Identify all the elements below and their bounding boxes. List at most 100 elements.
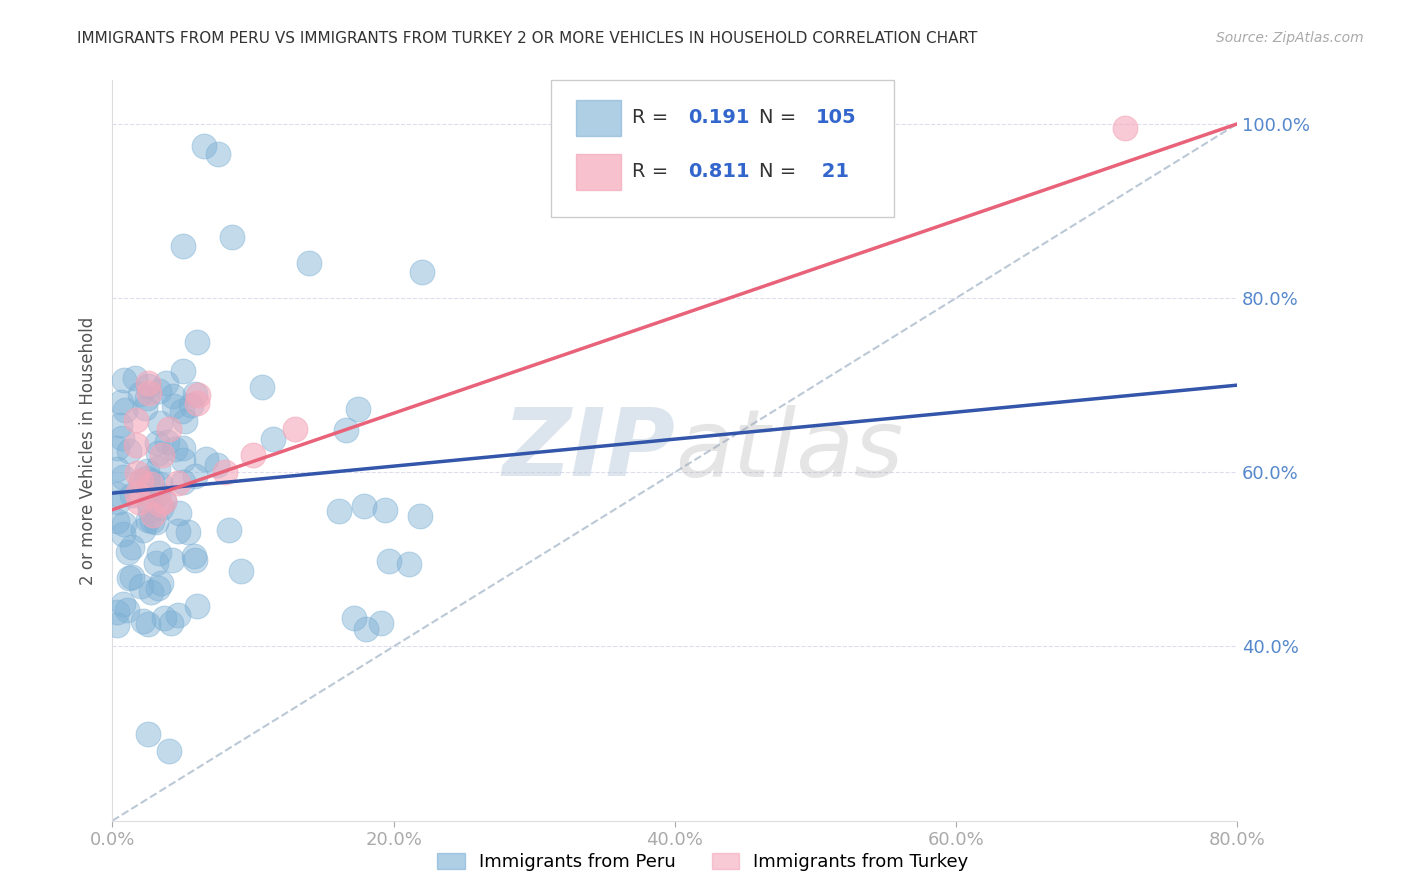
Point [172,441,194,455]
Point [398,557,420,571]
Point [176,524,198,539]
Point [157,744,180,758]
Point [146,581,169,595]
Point [105,618,128,632]
Text: 21: 21 [815,161,849,181]
Point [141,514,163,528]
Point [184,553,207,567]
Point [187,388,209,402]
Point [132,614,155,628]
Point [343,611,366,625]
Text: ZIP: ZIP [502,404,675,497]
Point [221,230,243,244]
Point [163,399,186,413]
Point [153,494,176,508]
Text: N =: N = [759,161,803,181]
Point [138,496,160,510]
Point [118,571,141,585]
Point [374,502,396,516]
Point [111,597,134,611]
Point [409,508,432,523]
Text: 105: 105 [815,108,856,127]
Point [167,475,190,490]
Point [149,575,172,590]
Point [111,470,134,484]
Point [172,363,194,377]
Point [129,579,152,593]
Point [157,422,180,436]
Point [160,553,183,567]
Point [205,458,228,473]
Point [174,414,197,428]
Y-axis label: 2 or more Vehicles in Household: 2 or more Vehicles in Household [79,317,97,584]
FancyBboxPatch shape [551,80,894,218]
Point [112,372,135,386]
Point [129,474,152,488]
Point [142,508,165,522]
Point [108,418,131,433]
Point [136,470,159,484]
Point [328,504,350,518]
Point [125,466,148,480]
Point [218,523,240,537]
Point [335,423,357,437]
Point [167,608,190,623]
Text: 0.811: 0.811 [689,161,749,181]
Point [411,265,433,279]
Point [148,461,170,475]
Point [298,256,321,270]
Point [114,402,136,417]
Point [163,442,186,456]
Point [149,477,172,491]
Text: R =: R = [633,161,675,181]
Text: N =: N = [759,108,803,127]
Point [138,378,160,392]
Point [105,462,128,476]
Point [229,564,252,578]
Point [136,616,159,631]
Point [378,553,401,567]
Point [153,494,176,508]
Point [166,524,188,539]
Point [135,464,157,478]
Point [125,438,148,452]
Point [186,599,208,614]
Point [112,517,135,532]
Point [136,513,159,527]
Point [207,147,229,161]
Point [127,487,149,501]
Point [121,541,143,555]
Point [118,443,141,458]
Point [145,515,167,529]
Point [149,500,172,515]
Point [186,334,208,349]
Text: atlas: atlas [675,405,903,496]
Point [105,514,128,528]
Point [193,138,215,153]
Point [284,422,307,436]
Point [183,549,205,563]
Point [172,453,194,467]
Point [117,603,139,617]
Point [121,570,143,584]
Point [111,431,134,445]
Point [250,380,273,394]
Point [347,402,370,417]
Point [136,726,159,740]
Point [110,395,132,409]
Point [148,546,170,560]
Point [105,605,128,619]
Point [148,384,170,399]
Point [149,416,172,430]
Point [155,376,177,390]
Point [105,441,128,455]
Point [105,487,128,501]
Point [139,503,162,517]
Point [1114,121,1136,136]
Point [172,475,194,489]
Point [112,526,135,541]
Point [107,495,129,509]
Text: Source: ZipAtlas.com: Source: ZipAtlas.com [1216,31,1364,45]
Point [160,616,183,631]
Point [129,387,152,401]
